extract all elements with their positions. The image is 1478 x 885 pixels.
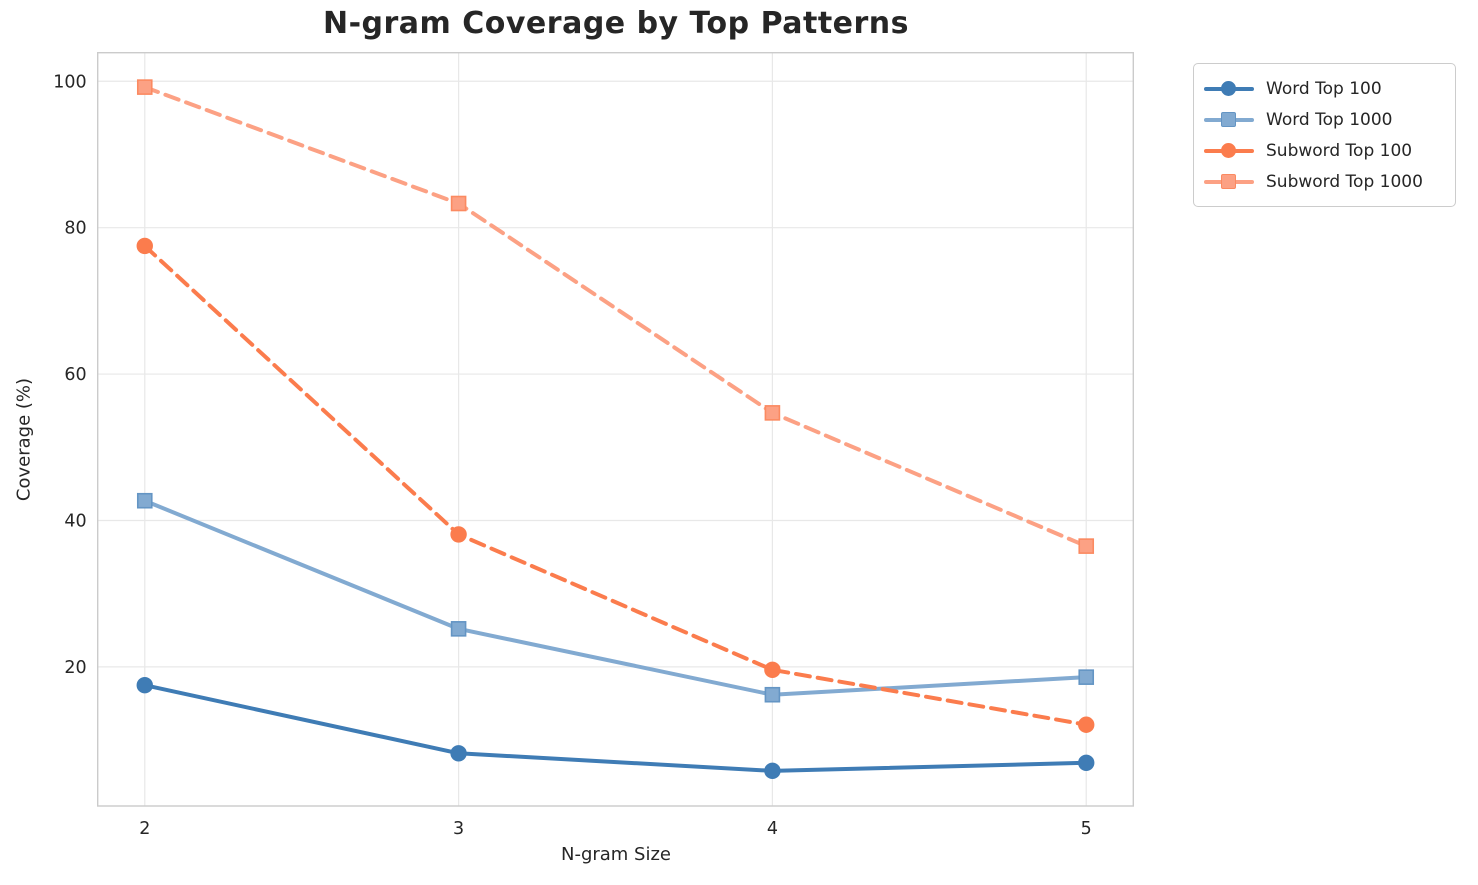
y-tick-label: 80 xyxy=(64,219,86,239)
data-point-marker xyxy=(136,79,153,95)
data-point-marker xyxy=(764,661,781,679)
series-line-word-top-1000 xyxy=(142,498,1089,697)
y-tick-label: 60 xyxy=(64,365,86,385)
data-point-marker xyxy=(1078,754,1095,772)
data-point-marker xyxy=(764,405,781,421)
y-tick-label: 20 xyxy=(64,658,86,678)
data-point-marker xyxy=(136,492,153,509)
legend-label: Subword Top 100 xyxy=(1266,140,1413,161)
data-point-marker xyxy=(450,745,467,762)
circle-marker-icon xyxy=(1221,142,1236,158)
data-point-marker xyxy=(450,526,467,543)
legend-item-word-top-1000: Word Top 1000 xyxy=(1204,104,1443,135)
legend-item-subword-top-100: Subword Top 100 xyxy=(1204,135,1443,166)
legend-item-subword-top-1000: Subword Top 1000 xyxy=(1204,166,1443,197)
legend-label: Word Top 100 xyxy=(1266,78,1382,99)
data-point-marker xyxy=(450,621,467,637)
x-tick-label: 4 xyxy=(767,819,778,839)
data-point-marker xyxy=(1078,538,1095,554)
chart-title: N-gram Coverage by Top Patterns xyxy=(322,6,910,41)
square-marker-icon xyxy=(1221,173,1236,189)
data-point-marker xyxy=(1078,669,1095,685)
legend-label: Word Top 1000 xyxy=(1266,109,1393,130)
legend-label: Subword Top 1000 xyxy=(1266,171,1423,192)
data-point-marker xyxy=(1078,716,1095,733)
legend-item-word-top-100: Word Top 100 xyxy=(1204,73,1443,104)
axes-frame xyxy=(96,52,1134,807)
x-tick-label: 5 xyxy=(1081,819,1092,839)
legend-swatch-word-top-100 xyxy=(1204,80,1254,98)
y-tick-label: 100 xyxy=(53,72,86,92)
circle-marker-icon xyxy=(1221,80,1236,96)
legend-swatch-word-top-1000 xyxy=(1204,111,1254,129)
data-point-marker xyxy=(764,762,781,780)
series-line-word-top-100 xyxy=(142,683,1089,773)
x-tick-label: 3 xyxy=(453,819,464,839)
legend: Word Top 100 Word Top 1000 Subword Top 1… xyxy=(1193,63,1456,207)
data-point-marker xyxy=(136,677,153,694)
data-point-marker xyxy=(764,686,781,703)
series-line-subword-top-1000 xyxy=(142,85,1089,549)
y-tick-label: 40 xyxy=(64,511,86,531)
x-axis-label: N-gram Size xyxy=(560,844,672,865)
data-point-marker xyxy=(450,195,467,212)
square-marker-icon xyxy=(1221,111,1236,127)
data-point-marker xyxy=(136,237,153,255)
series-line-subword-top-100 xyxy=(142,243,1089,727)
legend-swatch-subword-top-100 xyxy=(1204,142,1254,160)
x-tick-label: 2 xyxy=(139,819,150,839)
legend-swatch-subword-top-1000 xyxy=(1204,173,1254,191)
